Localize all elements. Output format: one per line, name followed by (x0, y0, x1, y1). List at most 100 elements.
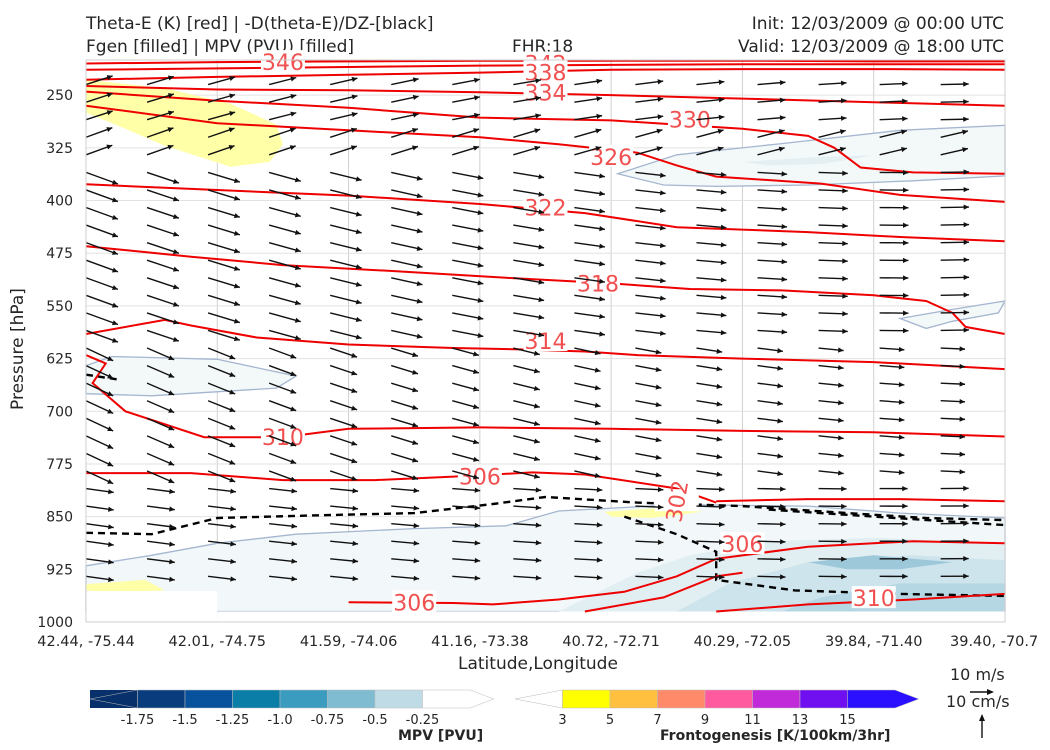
theta-e-contour (85, 354, 1006, 439)
colorbar-segment (704, 689, 753, 709)
wind-arrow (452, 329, 484, 339)
dthetae-contour (85, 373, 119, 381)
wind-arrow (696, 224, 727, 230)
wind-arrow (818, 80, 847, 86)
wind-arrow (940, 129, 969, 138)
wind-arrow (940, 416, 966, 422)
theta-e-contour (716, 498, 1006, 503)
wind-arrow (818, 328, 848, 334)
wind-arrow (329, 127, 358, 138)
y-tick-label: 325 (46, 141, 73, 157)
fgen-fill (86, 579, 165, 593)
wind-arrow (330, 259, 362, 270)
wind-arrow (85, 110, 113, 121)
contour-label: 334 (525, 81, 567, 106)
wind-arrow (208, 505, 236, 512)
wind-arrow (635, 96, 664, 103)
y-tick-label: 850 (46, 510, 73, 526)
wind-arrow (208, 487, 236, 494)
wind-arrow (452, 277, 484, 286)
wind-arrow (85, 241, 119, 255)
wind-arrow (452, 540, 481, 546)
wind-arrow (818, 205, 848, 211)
wind-arrow (635, 146, 663, 156)
wind-arrow (818, 188, 848, 194)
filled-contours (85, 79, 1007, 622)
wind-arrow (391, 540, 420, 546)
wind-arrow (635, 189, 666, 196)
wind-arrow (818, 452, 844, 458)
y-tick-label: 700 (46, 404, 73, 420)
wind-arrow (85, 487, 114, 495)
wind-arrow (146, 259, 180, 272)
wind-arrow (879, 364, 905, 370)
wind-arrow (85, 224, 119, 238)
colorbar-segment (137, 689, 186, 709)
wind-arrow (452, 224, 484, 233)
contour-label-bg (589, 144, 634, 167)
wind-arrow (635, 128, 663, 138)
theta-e-contour (85, 183, 1006, 243)
wind-arrow (391, 127, 419, 138)
wind-arrow (513, 206, 545, 215)
wind-arrow (391, 558, 420, 564)
wind-arrow (513, 575, 542, 581)
init-time: Init: 12/03/2009 @ 00:00 UTC (751, 14, 1004, 34)
wind-arrow (940, 222, 970, 228)
wind-arrow (574, 113, 603, 121)
wind-arrow (513, 241, 545, 250)
colorbar-segment (847, 689, 920, 709)
wind-arrow (696, 382, 723, 389)
wind-arrow (635, 259, 666, 266)
wind-arrow (85, 171, 119, 185)
wind-arrow (818, 417, 844, 423)
wind-arrow (879, 147, 908, 156)
wind-arrow (85, 417, 114, 432)
wind-arrow (330, 277, 362, 287)
wind-arrow (696, 294, 727, 301)
wind-arrow (635, 171, 666, 178)
wind-arrow (574, 189, 605, 197)
wind-arrow (85, 347, 114, 362)
wind-arrow (879, 328, 909, 334)
wind-arrow (452, 112, 480, 121)
wind-arrow (207, 145, 235, 156)
wind-arrow (269, 575, 298, 582)
colorbar-tick-label: -1.75 (121, 713, 155, 728)
wind-arrow (696, 277, 727, 283)
wind-arrow (329, 452, 358, 464)
wind-arrow (635, 452, 662, 460)
wind-arrow (757, 115, 786, 121)
theta-e-contour (584, 571, 743, 613)
wind-arrow (207, 189, 241, 201)
colorbar-segment (799, 689, 848, 709)
wind-arrow (879, 240, 909, 246)
wind-arrow (696, 189, 727, 195)
wind-arrow (85, 206, 119, 220)
wind-arrow (696, 364, 723, 372)
wind-arrow (940, 363, 966, 370)
wind-arrow (146, 312, 180, 325)
wind-arrow (146, 171, 180, 184)
wind-arrow (818, 556, 847, 562)
wind-arrow (574, 347, 601, 356)
wind-arrow (696, 347, 723, 354)
wind-arrow (818, 400, 844, 406)
contour-label: 306 (459, 466, 501, 491)
colorbar-tick-label: 13 (792, 713, 809, 728)
wind-arrow (452, 557, 481, 564)
contour-label-bg (667, 107, 712, 130)
wind-arrow (85, 294, 119, 308)
wind-arrow (146, 294, 180, 307)
wind-arrow (757, 347, 784, 354)
wind-arrow (879, 434, 905, 440)
wind-arrow (452, 145, 480, 156)
wind-arrow (879, 521, 908, 527)
wind-arrow (146, 144, 174, 156)
theta-e-labels: 3463423383343303263223183143103063023063… (260, 50, 896, 616)
wind-arrow (85, 127, 113, 138)
wind-arrow (574, 128, 602, 138)
wind-arrow (574, 206, 605, 214)
wind-arrow (940, 327, 970, 333)
wind-arrow (757, 435, 784, 442)
